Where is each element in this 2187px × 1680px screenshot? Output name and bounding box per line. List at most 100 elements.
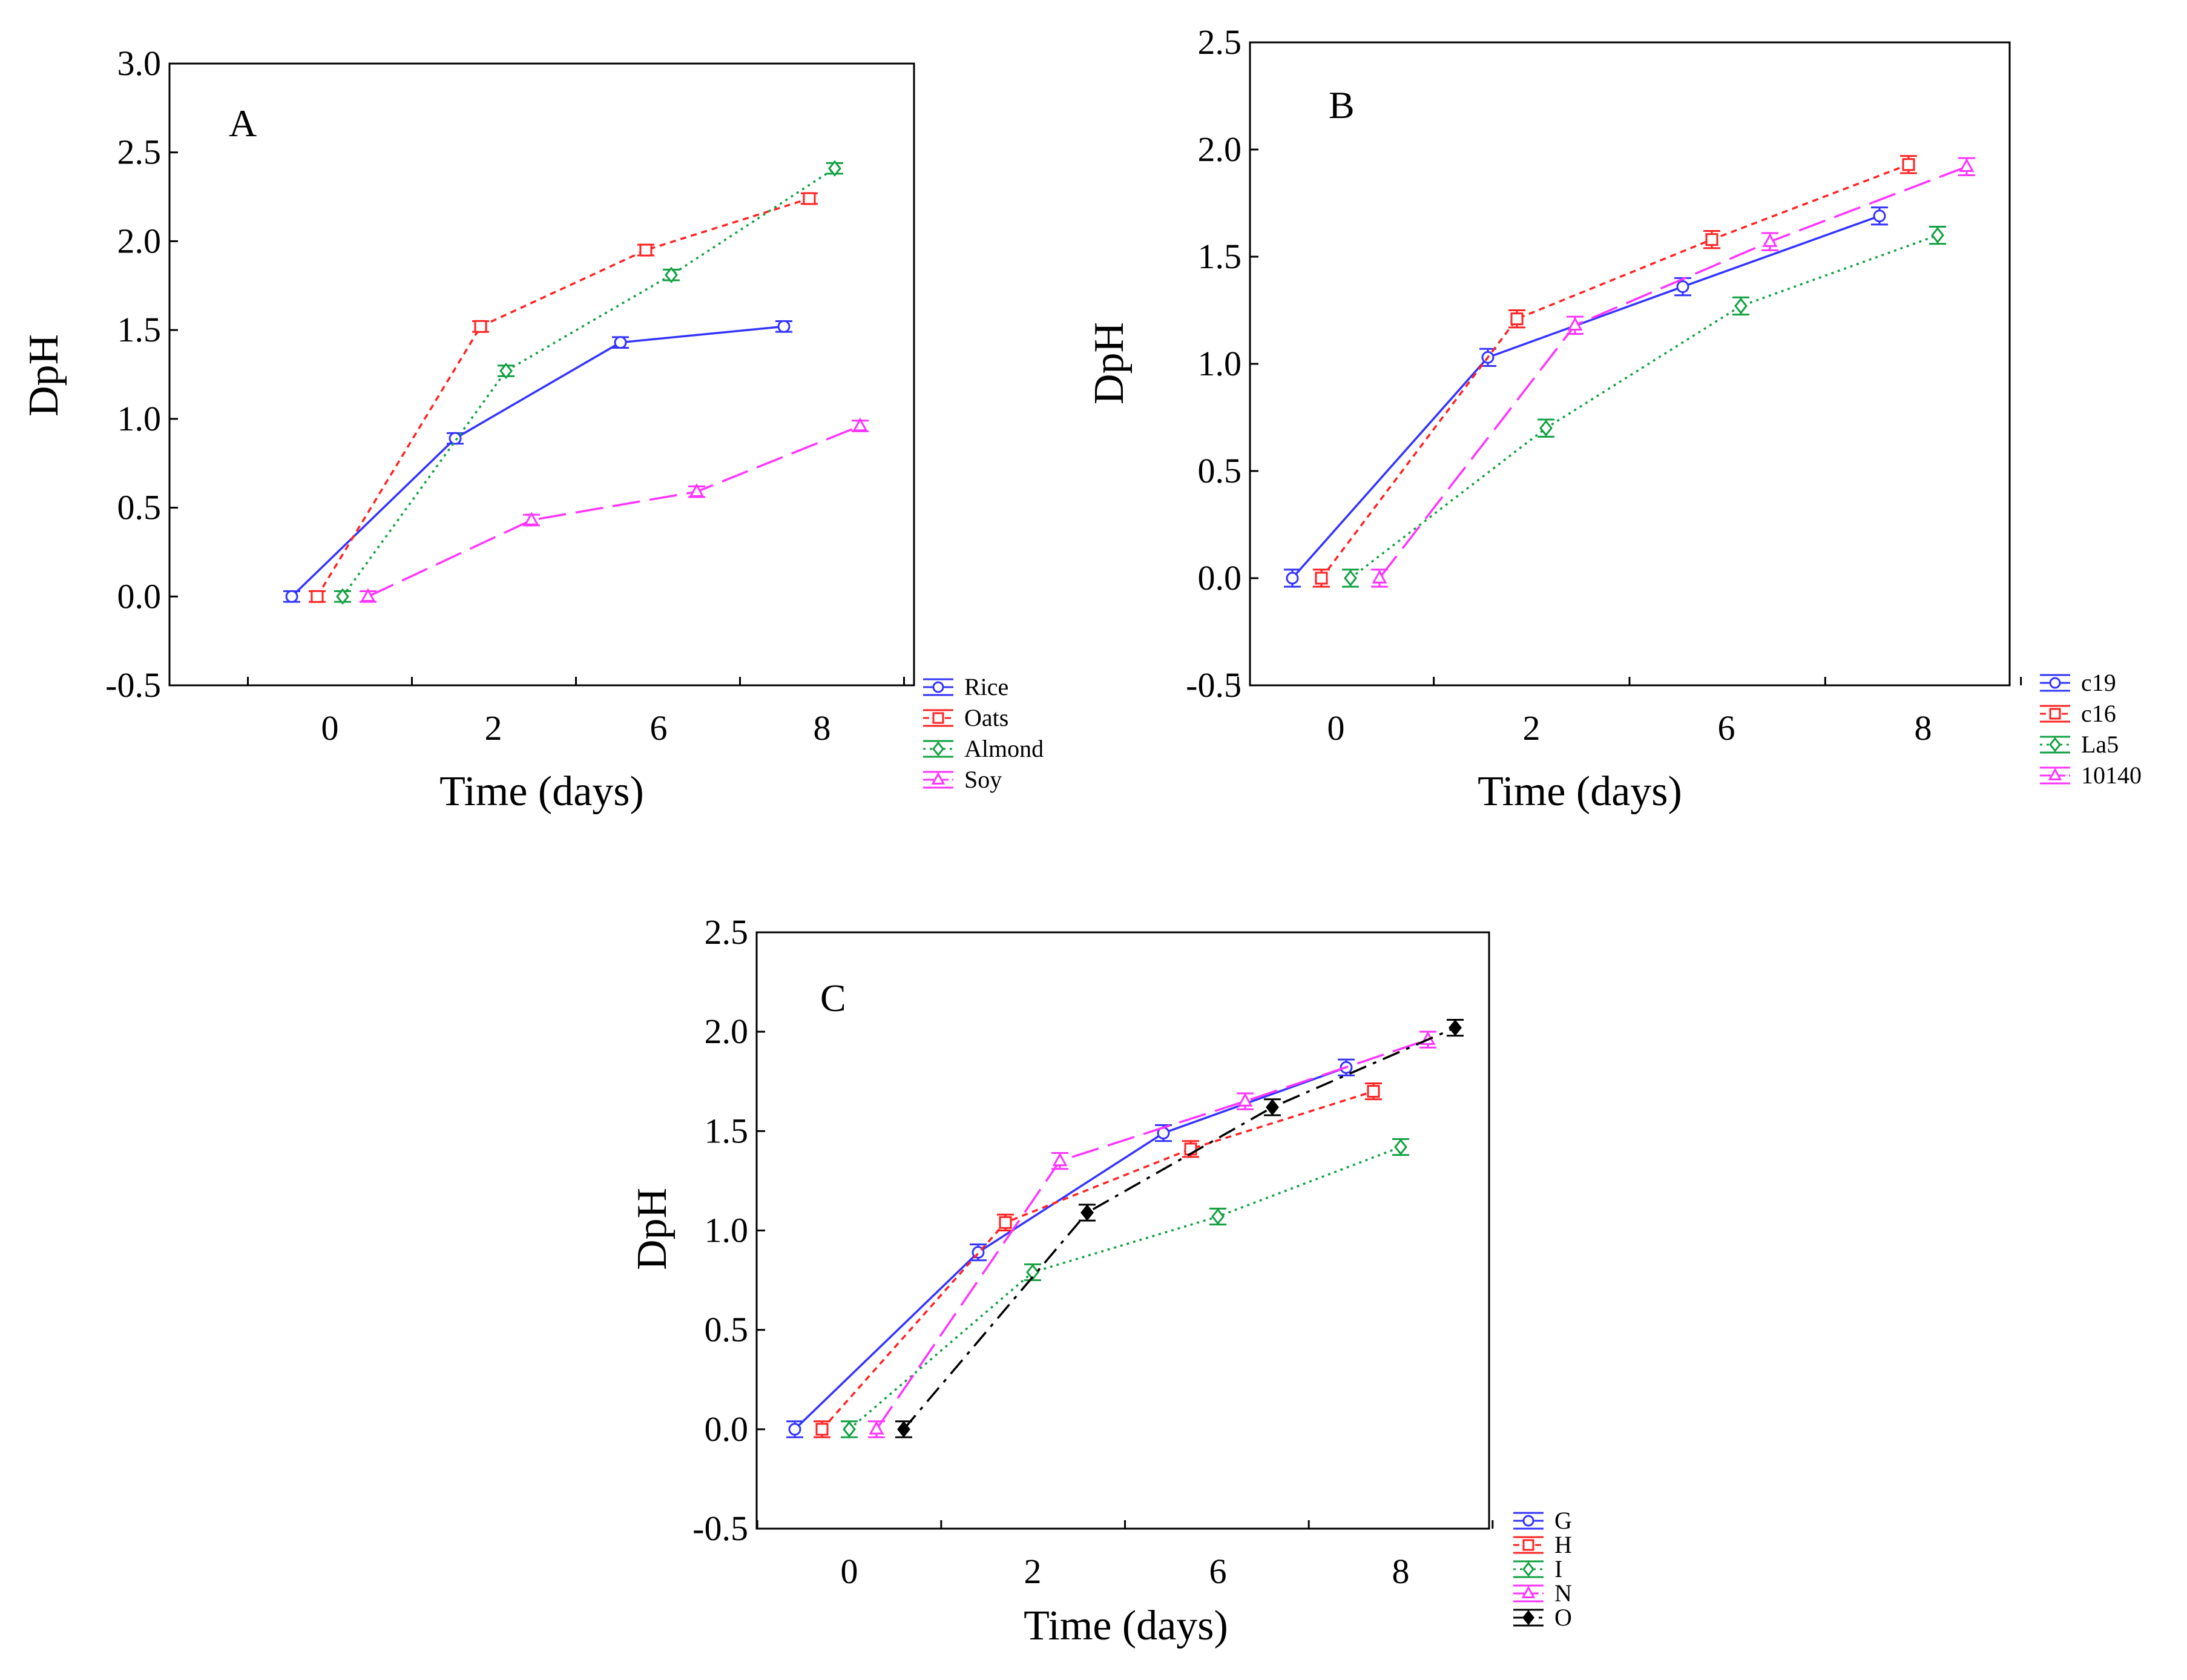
y-tick-label: 2.0 <box>1198 130 1242 169</box>
y-tick-label: 0.5 <box>117 488 162 527</box>
data-point <box>852 417 868 432</box>
legend-label: G <box>1554 1507 1572 1534</box>
panel-a: 3.0 2.5 2.0 1.5 1.0 0.5 0.0 -0.5 0 2 6 8 Time (days)… <box>21 44 1044 815</box>
data-point <box>815 1423 829 1436</box>
y-tick-label: 2.0 <box>705 1012 749 1051</box>
series-line <box>1378 165 1967 579</box>
x-tick-label: 0 <box>841 1552 858 1591</box>
y-tick-label: 2.5 <box>1198 22 1242 62</box>
series-H <box>814 1082 1382 1438</box>
data-point <box>1394 1138 1407 1156</box>
legend-marker <box>2049 677 2061 689</box>
legend-label: La5 <box>2081 731 2119 758</box>
legend-label: Almond <box>964 735 1044 762</box>
data-point <box>788 1423 801 1436</box>
panel-letter: A <box>229 102 257 145</box>
legend-marker <box>932 681 944 693</box>
x-tick-label: 0 <box>321 708 339 748</box>
data-point <box>1449 1019 1462 1036</box>
y-tick-label: 2.5 <box>117 133 162 172</box>
y-axis-title: DpH <box>1086 322 1133 404</box>
y-tick-label: 1.0 <box>705 1211 749 1250</box>
y-tick-label: 1.5 <box>1198 237 1242 276</box>
series-Soy <box>360 417 869 603</box>
legend-label: N <box>1554 1580 1572 1607</box>
data-point <box>1315 572 1328 585</box>
y-tick-label: 2.0 <box>117 221 162 260</box>
series-O <box>895 1018 1464 1438</box>
data-point <box>499 362 513 380</box>
legend-item: G <box>1513 1507 1572 1534</box>
data-point <box>360 588 376 602</box>
legend-label: Rice <box>964 673 1008 700</box>
legend-label: c16 <box>2081 700 2116 727</box>
series-line <box>1349 234 1938 579</box>
plot-frame <box>168 62 915 687</box>
data-point <box>1567 317 1583 331</box>
panel-b: 2.5 2.0 1.5 1.0 0.5 0.0 -0.5 0 2 6 8 Time (days) DpH… <box>1086 22 2142 815</box>
data-point <box>449 432 462 445</box>
data-point <box>1539 420 1553 436</box>
legend-marker <box>1522 1539 1534 1551</box>
y-tick-label: 0.5 <box>1198 451 1242 490</box>
series-line <box>875 1038 1429 1430</box>
legend-item: N <box>1513 1580 1572 1607</box>
data-point <box>311 590 324 603</box>
legend-label: O <box>1554 1604 1572 1631</box>
legend-marker <box>1521 1586 1536 1598</box>
series-line <box>367 424 861 598</box>
legend-item: O <box>1513 1604 1572 1631</box>
series-Almond <box>334 160 843 605</box>
legend-marker <box>2049 708 2061 720</box>
data-point <box>1734 297 1748 315</box>
y-tick-label: -0.5 <box>105 665 161 705</box>
data-point <box>1959 158 1975 173</box>
legend-item: Soy <box>923 766 1002 793</box>
legend-marker <box>932 741 944 757</box>
x-tick-label: 6 <box>650 708 668 748</box>
y-tick-label: 1.0 <box>1198 344 1242 383</box>
legend-item: La5 <box>2040 731 2119 758</box>
legend-label: c19 <box>2081 669 2116 696</box>
y-tick-label: 0.0 <box>1198 558 1242 598</box>
y-tick-label: -0.5 <box>1186 665 1241 705</box>
data-point <box>897 1421 910 1438</box>
x-tick-label: 8 <box>814 708 831 748</box>
legend-item: I <box>1513 1555 1562 1583</box>
y-tick-label: 1.5 <box>117 310 162 349</box>
series-line <box>316 197 810 598</box>
series-line <box>1291 215 1880 579</box>
x-tick-label: 8 <box>1392 1552 1410 1591</box>
legend-item: Almond <box>923 735 1044 762</box>
legend-item: Rice <box>923 673 1008 700</box>
data-point <box>285 590 298 603</box>
series-line <box>848 1145 1401 1431</box>
y-tick-label: 0.0 <box>705 1409 749 1449</box>
panel-letter: C <box>820 977 846 1020</box>
legend-marker <box>1522 1561 1534 1577</box>
data-point <box>803 192 816 205</box>
data-point <box>777 320 791 333</box>
data-point <box>689 483 705 497</box>
legend-label: H <box>1554 1531 1572 1558</box>
legend-label: I <box>1554 1555 1562 1583</box>
data-point <box>828 160 841 177</box>
x-tick-label: 2 <box>1523 708 1541 748</box>
data-point <box>1367 1085 1380 1098</box>
series-c16 <box>1313 155 1917 588</box>
data-point <box>336 588 349 605</box>
legend-item: H <box>1513 1531 1572 1558</box>
legend-item: c19 <box>2040 669 2116 696</box>
y-tick-label: 1.0 <box>117 399 162 438</box>
x-tick-label: 6 <box>1718 708 1735 748</box>
data-point <box>1931 226 1944 244</box>
legend-label: Soy <box>964 766 1002 793</box>
series-line <box>341 167 835 598</box>
x-tick-label: 8 <box>1915 708 1932 748</box>
data-point <box>999 1216 1012 1229</box>
series-line <box>794 1066 1347 1431</box>
data-point <box>474 320 487 333</box>
data-point <box>1026 1263 1039 1281</box>
x-axis-title: Time (days) <box>439 768 644 815</box>
